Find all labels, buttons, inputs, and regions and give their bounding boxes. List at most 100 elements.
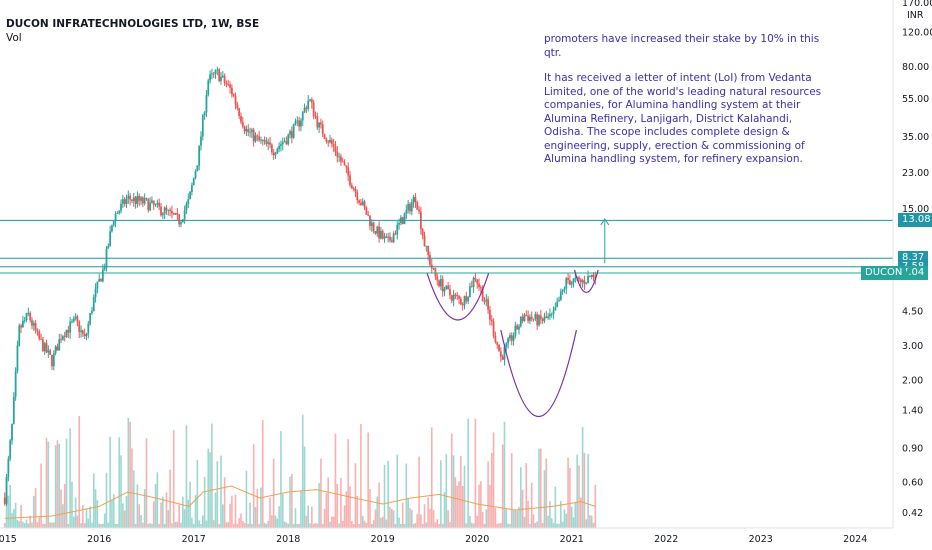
volume-bar [172, 430, 175, 528]
volume-bar [105, 472, 108, 528]
volume-bar [378, 482, 380, 528]
candle-body [458, 296, 460, 299]
candle-body [356, 192, 359, 201]
candle-body [212, 73, 215, 75]
volume-bar [540, 448, 542, 528]
candle-body [345, 165, 348, 168]
candle-body [243, 126, 246, 132]
volume-bar [447, 510, 449, 528]
volume-bar [496, 523, 499, 528]
volume-bar [380, 517, 382, 528]
volume-bar [554, 486, 557, 528]
candle-body [61, 336, 64, 340]
candle-body [305, 107, 308, 109]
volume-bar [63, 483, 66, 528]
candle-body [336, 151, 339, 157]
candle-body [332, 144, 335, 147]
volume-bar [549, 501, 551, 528]
candle-body [183, 210, 186, 220]
price-tick-label: 170.00 [902, 0, 932, 9]
volume-bar [205, 520, 208, 528]
candle-body [205, 94, 208, 113]
candle-body [134, 197, 137, 204]
volume-bar [80, 523, 82, 528]
candle-body [583, 280, 586, 284]
candle-body [554, 307, 557, 311]
volume-bar [385, 519, 388, 528]
volume-bar [227, 522, 230, 528]
volume-bar [485, 509, 488, 528]
volume-bar [96, 500, 99, 528]
volume-bar [7, 495, 10, 528]
price-tick-label: 23.00 [902, 168, 929, 179]
volume-bar [585, 519, 588, 528]
candle-body [461, 304, 464, 306]
candle-body [36, 330, 39, 332]
candle-body [156, 202, 159, 205]
volume-bar [127, 417, 130, 528]
volume-bar [269, 497, 271, 528]
candle-body [91, 311, 93, 314]
candle-body [438, 280, 440, 287]
candle-body [241, 121, 244, 127]
volume-bar [174, 522, 177, 528]
volume-bar [523, 516, 526, 528]
volume-bar [221, 504, 224, 528]
candle-body [300, 120, 302, 127]
volume-bar [407, 497, 409, 528]
volume-bar [520, 467, 522, 528]
volume-bar [200, 523, 202, 528]
volume-bar [321, 524, 324, 528]
candle-body [530, 316, 533, 319]
candle-body [254, 135, 257, 142]
volume-bar [529, 524, 531, 528]
volume-bar [440, 460, 442, 528]
target-arrow [600, 218, 610, 264]
volume-bar [354, 463, 357, 528]
candle-body [414, 196, 417, 202]
candle-body [390, 240, 393, 243]
volume-bar [23, 523, 26, 528]
candle-body [287, 134, 290, 145]
candle-body [3, 497, 6, 504]
volume-bar [351, 520, 353, 528]
volume-bar [409, 508, 411, 528]
volume-bar [78, 415, 81, 528]
volume-bar [543, 470, 546, 528]
candle-body [225, 82, 228, 85]
volume-bar [245, 470, 248, 528]
volume-bar [62, 504, 64, 528]
volume-bar [445, 454, 448, 528]
volume-bar [58, 443, 61, 528]
volume-bar [120, 455, 122, 528]
volume-bar [60, 489, 62, 528]
volume-bar [374, 509, 377, 528]
volume-bar [329, 521, 331, 528]
candle-body [189, 191, 191, 200]
volume-bar [102, 523, 104, 528]
volume-label: Vol [6, 32, 22, 44]
volume-bar [298, 523, 300, 528]
candle-body [123, 199, 126, 204]
volume-bar [340, 477, 342, 528]
candle-body [278, 145, 281, 150]
candle-body [538, 315, 540, 326]
volume-bar [187, 499, 190, 528]
volume-bar [450, 433, 453, 528]
candle-body [71, 321, 73, 323]
candle-body [125, 198, 128, 204]
candle-body [541, 319, 544, 321]
volume-bar [347, 439, 349, 528]
volume-bar [316, 523, 319, 528]
volume-bar [267, 520, 270, 528]
volume-bar [318, 482, 320, 528]
volume-bar [265, 523, 268, 528]
candle-body [16, 345, 19, 372]
candle-body [158, 202, 161, 207]
candle-body [379, 230, 382, 239]
candle-body [80, 330, 82, 332]
candle-body [89, 313, 92, 324]
candle-body [572, 278, 575, 283]
